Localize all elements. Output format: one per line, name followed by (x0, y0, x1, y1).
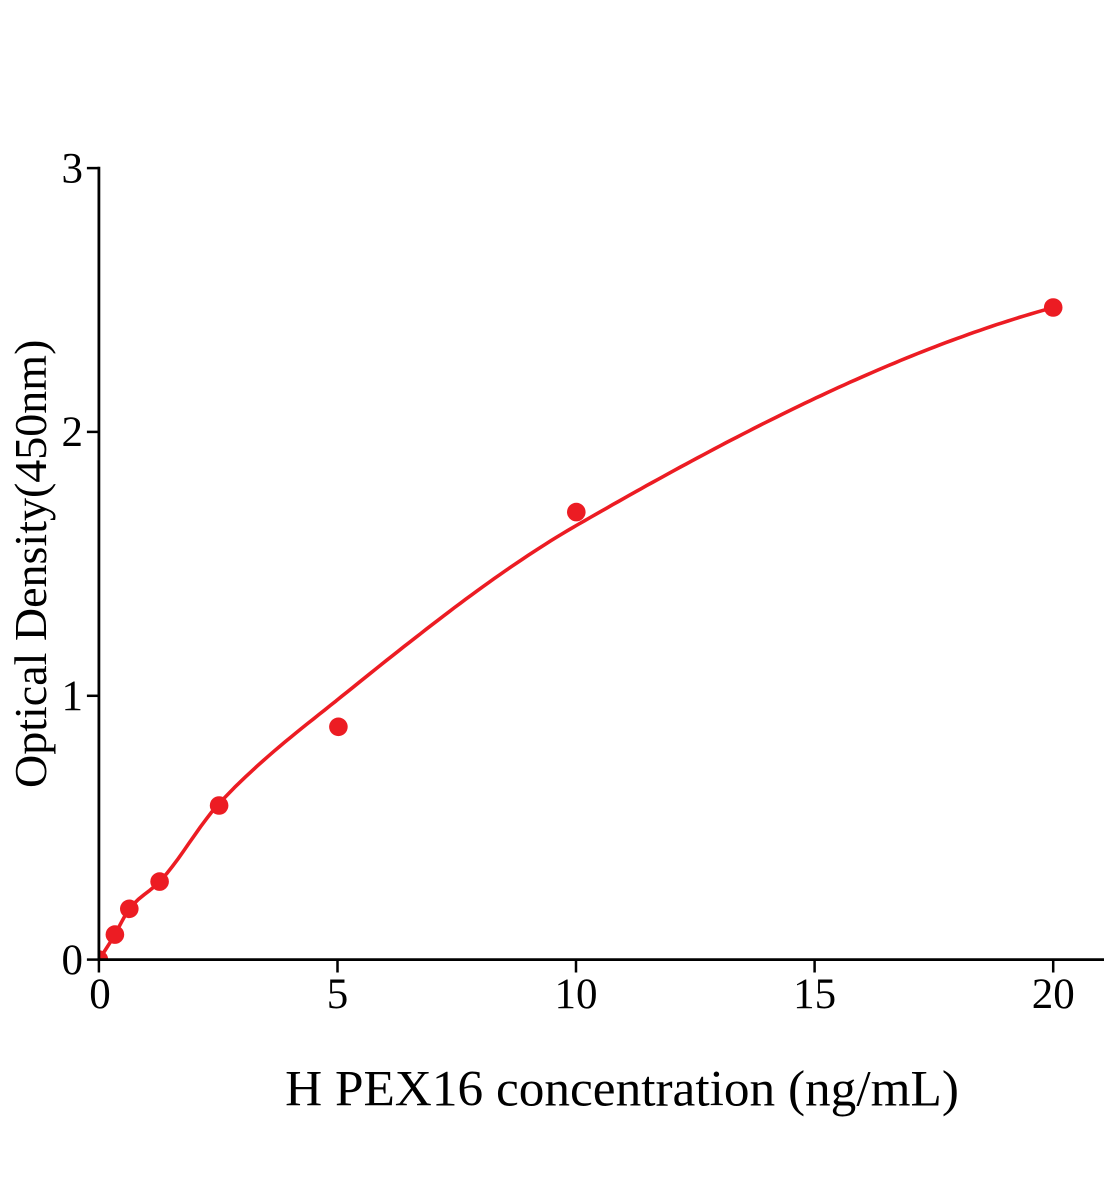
svg-text:10: 10 (555, 971, 598, 1018)
svg-text:0: 0 (62, 937, 84, 984)
svg-text:0: 0 (89, 971, 111, 1018)
svg-text:20: 20 (1032, 971, 1075, 1018)
svg-text:H PEX16 concentration (ng/mL): H PEX16 concentration (ng/mL) (285, 1061, 959, 1118)
svg-text:Optical Density(450nm): Optical Density(450nm) (5, 340, 56, 788)
svg-text:3: 3 (62, 145, 84, 192)
svg-text:1: 1 (62, 673, 84, 720)
svg-text:15: 15 (793, 971, 836, 1018)
svg-text:2: 2 (62, 409, 84, 456)
svg-text:5: 5 (327, 971, 349, 1018)
